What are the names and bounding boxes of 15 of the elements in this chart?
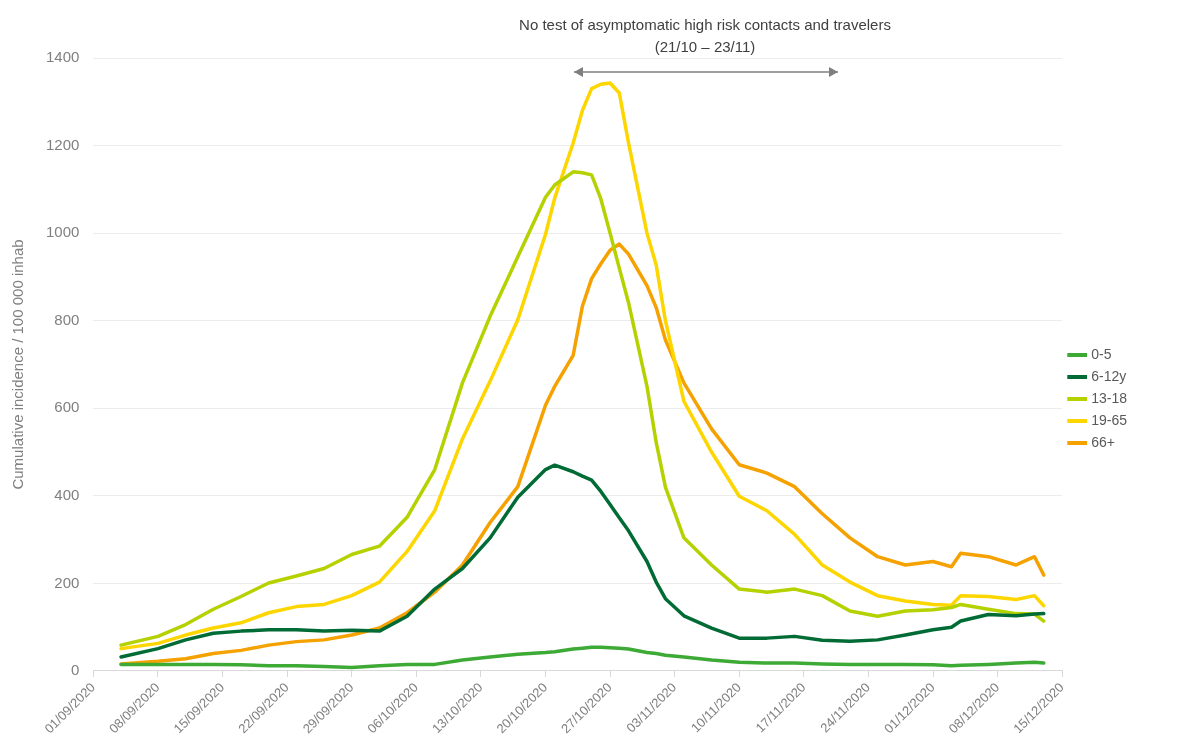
y-tick-label: 1000 (45, 223, 80, 241)
legend-label: 66+ (1091, 433, 1115, 450)
y-axis-title: Cumulative incidence / 100 000 inhab (9, 239, 27, 490)
y-tick-label: 1200 (45, 135, 80, 153)
y-tick-label: 600 (54, 398, 80, 416)
y-tick-label: 1400 (45, 48, 80, 66)
legend-label: 13-18 (1091, 389, 1128, 406)
y-tick-label: 0 (71, 661, 80, 679)
legend-label: 6-12y (1091, 367, 1127, 384)
y-tick-label: 800 (54, 310, 80, 328)
legend-label: 0-5 (1091, 345, 1112, 362)
text: No test of asymptomatic high risk contacts and travelers (21/10 – 23/11) (518, 15, 892, 57)
y-tick-label: 400 (54, 485, 80, 503)
legend-label: 19-65 (1091, 411, 1128, 428)
y-tick-label: 200 (54, 573, 80, 591)
